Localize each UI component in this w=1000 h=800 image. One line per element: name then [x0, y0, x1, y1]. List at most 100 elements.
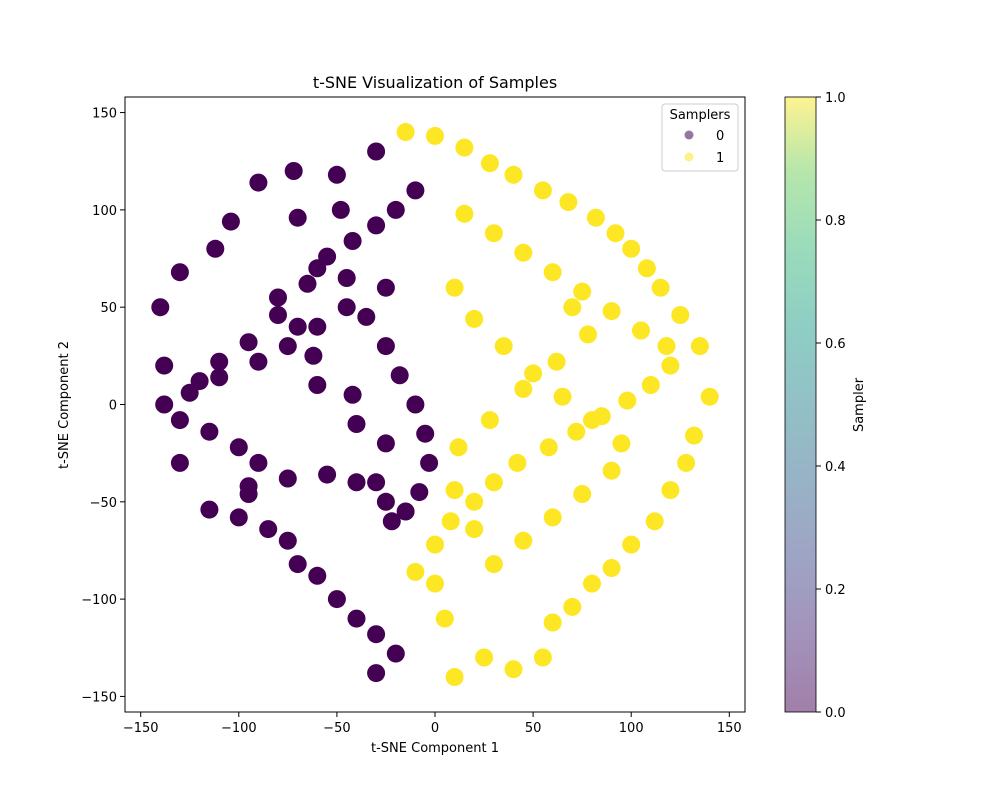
- data-point: [465, 309, 484, 328]
- data-point: [343, 385, 362, 404]
- colorbar-gradient: [784, 96, 817, 713]
- data-point: [200, 500, 219, 519]
- data-point: [677, 453, 696, 472]
- data-point: [671, 306, 690, 324]
- data-point: [602, 302, 621, 321]
- colorbar-tick-label: 1.0: [825, 91, 846, 106]
- data-point: [249, 352, 268, 371]
- data-point: [151, 298, 170, 317]
- x-tick-label: −150: [123, 721, 159, 736]
- data-point: [327, 165, 346, 184]
- data-point: [583, 574, 601, 593]
- data-point: [367, 142, 386, 161]
- data-point: [449, 438, 468, 457]
- data-point: [583, 411, 601, 430]
- colorbar-tick-label: 0.4: [825, 460, 846, 475]
- data-point: [426, 574, 444, 593]
- data-point: [455, 138, 474, 157]
- data-point: [445, 278, 464, 297]
- data-point: [514, 243, 533, 262]
- data-point: [337, 269, 356, 287]
- data-point: [406, 181, 425, 200]
- data-point: [543, 263, 562, 282]
- data-point: [376, 337, 395, 356]
- data-point: [455, 204, 474, 223]
- data-point: [386, 200, 405, 219]
- x-tick-label: 150: [717, 721, 742, 736]
- data-point: [210, 352, 229, 371]
- data-point: [308, 259, 327, 278]
- data-point: [445, 668, 464, 686]
- data-point: [155, 395, 174, 414]
- data-point: [396, 123, 415, 141]
- x-tick-label: 50: [525, 721, 542, 736]
- x-tick-label: −100: [221, 721, 257, 736]
- data-point: [390, 366, 409, 385]
- data-point: [376, 492, 395, 511]
- data-point: [308, 317, 327, 336]
- data-point: [327, 590, 346, 609]
- data-point: [602, 559, 621, 577]
- data-point: [331, 200, 350, 219]
- data-point: [573, 485, 592, 503]
- data-point: [563, 298, 582, 317]
- data-point: [367, 473, 386, 492]
- x-axis: −150 −100 −50 0 50 100 150: [123, 712, 742, 736]
- data-point: [480, 154, 499, 173]
- data-point: [406, 395, 425, 414]
- data-point: [367, 664, 386, 683]
- colorbar-tick-label: 0.0: [825, 706, 846, 721]
- legend-marker-0: [684, 130, 694, 140]
- y-tick-label: −100: [81, 593, 117, 608]
- data-point: [533, 648, 552, 667]
- data-point: [504, 165, 523, 184]
- data-point: [426, 535, 444, 554]
- data-point: [284, 162, 303, 180]
- data-point: [259, 520, 278, 539]
- data-point: [484, 473, 503, 492]
- data-point: [396, 502, 415, 521]
- data-point: [239, 333, 258, 352]
- data-point: [494, 337, 513, 356]
- data-point: [533, 181, 552, 200]
- data-point: [367, 625, 386, 644]
- data-point: [180, 383, 199, 402]
- data-point: [278, 469, 297, 488]
- data-point: [480, 411, 499, 430]
- data-point: [441, 512, 460, 531]
- data-point: [200, 422, 219, 441]
- y-tick-label: 0: [109, 399, 117, 414]
- colorbar: 0.0 0.2 0.4 0.6 0.8 1.0 Sampler: [784, 91, 867, 721]
- data-point: [645, 512, 664, 531]
- colorbar-ticks: 0.0 0.2 0.4 0.6 0.8 1.0: [816, 91, 846, 721]
- x-tick-label: −50: [323, 721, 350, 736]
- data-point: [622, 535, 641, 554]
- series-0: [151, 142, 439, 683]
- data-point: [543, 508, 562, 527]
- series-layer: [151, 123, 719, 686]
- x-tick-label: 0: [431, 721, 439, 736]
- colorbar-label: Sampler: [852, 377, 867, 432]
- data-point: [367, 216, 386, 235]
- data-point: [308, 376, 327, 394]
- data-point: [249, 173, 268, 192]
- data-point: [288, 555, 307, 574]
- data-point: [343, 232, 362, 250]
- data-point: [382, 512, 401, 531]
- data-point: [318, 465, 337, 484]
- data-point: [567, 422, 586, 441]
- data-point: [278, 337, 297, 356]
- y-tick-label: −150: [81, 690, 117, 705]
- data-point: [170, 453, 189, 472]
- colorbar-tick-label: 0.2: [825, 583, 846, 598]
- data-point: [269, 306, 287, 324]
- y-axis-label: t-SNE Component 2: [57, 341, 72, 469]
- data-point: [700, 387, 719, 406]
- y-tick-label: 50: [100, 301, 117, 316]
- data-point: [661, 356, 680, 375]
- data-point: [298, 274, 317, 293]
- data-point: [563, 597, 582, 616]
- data-point: [347, 609, 366, 628]
- data-point: [416, 424, 435, 443]
- colorbar-tick-label: 0.8: [825, 214, 846, 229]
